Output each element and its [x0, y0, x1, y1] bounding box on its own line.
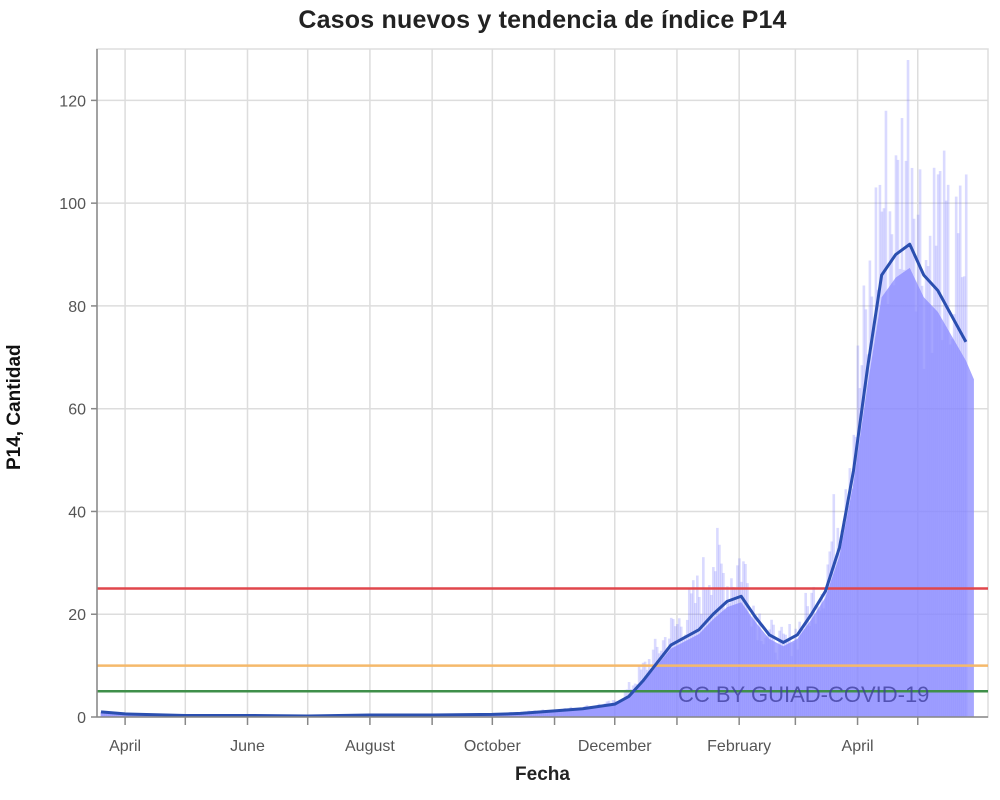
- chart-title: Casos nuevos y tendencia de índice P14: [298, 6, 787, 34]
- svg-text:20: 20: [68, 607, 86, 624]
- svg-text:120: 120: [59, 93, 86, 110]
- threshold-lines: [97, 587, 988, 693]
- trend-line-p14: [100, 242, 968, 718]
- svg-text:June: June: [230, 738, 265, 755]
- svg-text:October: October: [464, 738, 522, 755]
- svg-text:February: February: [707, 738, 771, 755]
- svg-text:April: April: [842, 738, 874, 755]
- bar-series-new-cases: [100, 60, 974, 718]
- svg-text:60: 60: [68, 402, 86, 419]
- svg-text:40: 40: [68, 504, 86, 521]
- svg-text:August: August: [345, 738, 395, 755]
- svg-text:0: 0: [77, 710, 86, 727]
- x-axis-label: Fecha: [515, 764, 570, 785]
- watermark: CC BY GUIAD-COVID-19: [678, 682, 929, 707]
- svg-text:December: December: [578, 738, 652, 755]
- svg-text:100: 100: [59, 196, 86, 213]
- svg-text:80: 80: [68, 299, 86, 316]
- axes: 0 20 40 60 80 100 120 April June August October Dec…: [59, 49, 988, 755]
- svg-text:April: April: [109, 738, 141, 755]
